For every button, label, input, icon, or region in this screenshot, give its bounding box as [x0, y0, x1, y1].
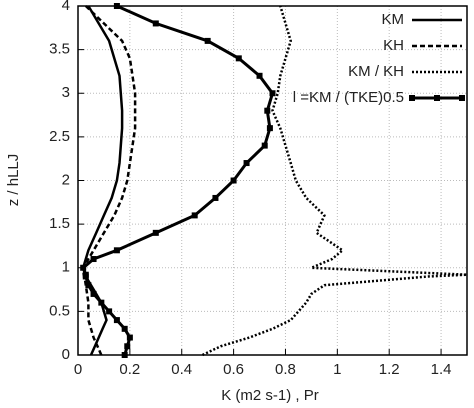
y-tick-label: 2 — [62, 171, 70, 188]
point-marker — [113, 3, 120, 9]
point-marker — [191, 212, 198, 219]
y-tick-label: 3.5 — [49, 41, 70, 58]
point-marker — [85, 282, 92, 289]
legend-marker — [459, 95, 465, 101]
x-tick-label: 0 — [74, 361, 82, 378]
series-line — [81, 5, 124, 356]
point-marker — [124, 343, 131, 350]
x-tick-label: 0.4 — [171, 361, 192, 378]
point-marker — [230, 177, 237, 184]
y-tick-label: 4 — [62, 0, 70, 14]
point-marker — [261, 142, 268, 149]
plot-frame — [77, 5, 468, 356]
point-marker — [82, 271, 89, 278]
y-axis-label: z / hLLJ — [5, 154, 22, 207]
series-line — [201, 5, 468, 357]
x-tick-label: 1.4 — [431, 361, 452, 378]
point-marker — [264, 107, 271, 114]
point-marker — [80, 264, 87, 271]
point-marker — [121, 325, 128, 332]
y-tick-label: 0 — [62, 346, 70, 363]
x-tick-label: 1.2 — [379, 361, 400, 378]
point-marker — [256, 72, 263, 79]
legend-label: l =KM / (TKE)0.5 — [293, 89, 404, 106]
y-tick-label: 3 — [62, 84, 70, 101]
legend-marker — [434, 95, 440, 101]
series-line — [81, 4, 275, 356]
x-tick-label: 0.2 — [119, 361, 140, 378]
y-tick-label: 1 — [62, 259, 70, 276]
point-marker — [235, 55, 242, 62]
series-line — [81, 5, 137, 356]
point-marker — [266, 125, 273, 132]
point-marker — [90, 290, 97, 297]
legend-marker — [409, 95, 415, 101]
y-tick-label: 1.5 — [49, 215, 70, 232]
point-marker — [212, 194, 219, 201]
x-tick-label: 0.8 — [275, 361, 296, 378]
point-marker — [113, 247, 120, 254]
y-tick-label: 2.5 — [49, 128, 70, 145]
legend-label: KM — [382, 11, 405, 28]
point-marker — [126, 334, 133, 341]
x-tick-label: 1 — [333, 361, 341, 378]
point-marker — [269, 90, 276, 97]
point-marker — [152, 229, 159, 236]
legend-label: KH — [383, 37, 404, 54]
legend-label: KM / KH — [348, 63, 404, 80]
point-marker — [121, 352, 128, 358]
x-axis-label: K (m2 s-1) , Pr — [221, 387, 319, 404]
x-tick-label: 0.6 — [223, 361, 244, 378]
point-marker — [106, 308, 113, 315]
point-marker — [243, 160, 250, 167]
point-marker — [113, 317, 120, 324]
point-marker — [98, 299, 105, 306]
y-tick-label: 0.5 — [49, 302, 70, 319]
point-marker — [152, 20, 159, 27]
point-marker — [204, 37, 211, 44]
point-marker — [90, 256, 97, 263]
